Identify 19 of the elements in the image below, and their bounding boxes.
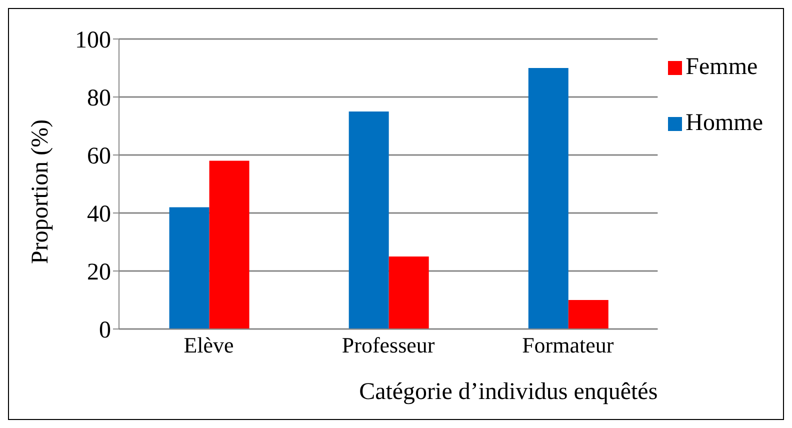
x-tick-label: Formateur — [522, 332, 614, 358]
x-tick-label: Professeur — [342, 332, 436, 358]
y-tick-label: 20 — [87, 260, 111, 286]
bar — [528, 68, 568, 329]
y-tick-label: 40 — [87, 202, 111, 228]
y-tick-label: 0 — [99, 318, 111, 344]
bar — [568, 300, 608, 329]
y-tick-label: 80 — [87, 86, 111, 112]
bar — [388, 256, 429, 329]
y-axis-title: Proportion (%) — [28, 119, 54, 264]
legend-label: Homme — [686, 110, 763, 136]
bar — [348, 112, 389, 329]
y-tick-label: 60 — [87, 144, 111, 170]
bar — [169, 207, 210, 329]
x-axis-title: Catégorie d’individus enquêtés — [359, 379, 658, 405]
x-tick-label: Elève — [184, 332, 234, 358]
legend-label: Femme — [686, 54, 758, 80]
y-tick-label: 100 — [75, 28, 111, 54]
bar — [209, 160, 250, 329]
